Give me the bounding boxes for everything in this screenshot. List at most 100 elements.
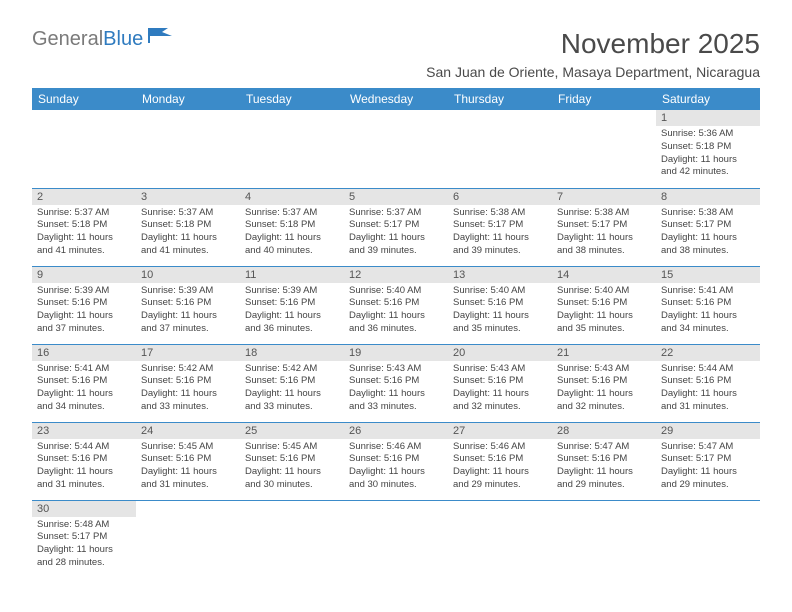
day-number: 24	[136, 423, 240, 439]
calendar-cell: 20Sunrise: 5:43 AMSunset: 5:16 PMDayligh…	[448, 344, 552, 422]
weekday-header: Thursday	[448, 88, 552, 110]
day-detail: Sunrise: 5:39 AMSunset: 5:16 PMDaylight:…	[240, 283, 344, 339]
day-detail: Sunrise: 5:42 AMSunset: 5:16 PMDaylight:…	[136, 361, 240, 417]
day-number: 23	[32, 423, 136, 439]
day-number: 22	[656, 345, 760, 361]
day-detail: Sunrise: 5:37 AMSunset: 5:18 PMDaylight:…	[32, 205, 136, 261]
day-number: 15	[656, 267, 760, 283]
day-number: 11	[240, 267, 344, 283]
header: GeneralBlue November 2025	[32, 28, 760, 60]
day-number: 21	[552, 345, 656, 361]
day-number: 29	[656, 423, 760, 439]
day-detail: Sunrise: 5:37 AMSunset: 5:18 PMDaylight:…	[240, 205, 344, 261]
calendar-cell	[448, 500, 552, 578]
day-detail: Sunrise: 5:44 AMSunset: 5:16 PMDaylight:…	[656, 361, 760, 417]
day-detail: Sunrise: 5:45 AMSunset: 5:16 PMDaylight:…	[240, 439, 344, 495]
day-number: 3	[136, 189, 240, 205]
day-detail: Sunrise: 5:42 AMSunset: 5:16 PMDaylight:…	[240, 361, 344, 417]
day-detail: Sunrise: 5:37 AMSunset: 5:17 PMDaylight:…	[344, 205, 448, 261]
calendar-cell	[240, 500, 344, 578]
calendar-cell: 25Sunrise: 5:45 AMSunset: 5:16 PMDayligh…	[240, 422, 344, 500]
day-detail: Sunrise: 5:40 AMSunset: 5:16 PMDaylight:…	[552, 283, 656, 339]
calendar-cell	[552, 500, 656, 578]
logo-text: GeneralBlue	[32, 29, 143, 49]
day-detail: Sunrise: 5:45 AMSunset: 5:16 PMDaylight:…	[136, 439, 240, 495]
calendar-cell: 10Sunrise: 5:39 AMSunset: 5:16 PMDayligh…	[136, 266, 240, 344]
logo-part2: Blue	[103, 28, 143, 50]
calendar-cell	[32, 110, 136, 188]
calendar-cell: 23Sunrise: 5:44 AMSunset: 5:16 PMDayligh…	[32, 422, 136, 500]
logo: GeneralBlue	[32, 28, 174, 49]
calendar-cell: 17Sunrise: 5:42 AMSunset: 5:16 PMDayligh…	[136, 344, 240, 422]
calendar-cell: 3Sunrise: 5:37 AMSunset: 5:18 PMDaylight…	[136, 188, 240, 266]
day-number: 20	[448, 345, 552, 361]
day-detail: Sunrise: 5:43 AMSunset: 5:16 PMDaylight:…	[448, 361, 552, 417]
day-number: 16	[32, 345, 136, 361]
day-detail: Sunrise: 5:43 AMSunset: 5:16 PMDaylight:…	[552, 361, 656, 417]
page-title: November 2025	[561, 28, 760, 60]
calendar-cell: 28Sunrise: 5:47 AMSunset: 5:16 PMDayligh…	[552, 422, 656, 500]
day-number: 17	[136, 345, 240, 361]
day-number: 26	[344, 423, 448, 439]
calendar-body: 1Sunrise: 5:36 AMSunset: 5:18 PMDaylight…	[32, 110, 760, 578]
day-detail: Sunrise: 5:41 AMSunset: 5:16 PMDaylight:…	[32, 361, 136, 417]
day-number: 10	[136, 267, 240, 283]
day-detail: Sunrise: 5:48 AMSunset: 5:17 PMDaylight:…	[32, 517, 136, 573]
day-number: 28	[552, 423, 656, 439]
calendar-table: SundayMondayTuesdayWednesdayThursdayFrid…	[32, 88, 760, 578]
weekday-header: Monday	[136, 88, 240, 110]
calendar-cell: 30Sunrise: 5:48 AMSunset: 5:17 PMDayligh…	[32, 500, 136, 578]
day-detail: Sunrise: 5:40 AMSunset: 5:16 PMDaylight:…	[448, 283, 552, 339]
calendar-cell	[136, 110, 240, 188]
calendar-cell: 9Sunrise: 5:39 AMSunset: 5:16 PMDaylight…	[32, 266, 136, 344]
calendar-cell	[344, 500, 448, 578]
calendar-cell: 22Sunrise: 5:44 AMSunset: 5:16 PMDayligh…	[656, 344, 760, 422]
calendar-cell: 1Sunrise: 5:36 AMSunset: 5:18 PMDaylight…	[656, 110, 760, 188]
calendar-cell: 19Sunrise: 5:43 AMSunset: 5:16 PMDayligh…	[344, 344, 448, 422]
day-number: 4	[240, 189, 344, 205]
calendar-cell: 13Sunrise: 5:40 AMSunset: 5:16 PMDayligh…	[448, 266, 552, 344]
calendar-cell: 24Sunrise: 5:45 AMSunset: 5:16 PMDayligh…	[136, 422, 240, 500]
day-detail: Sunrise: 5:37 AMSunset: 5:18 PMDaylight:…	[136, 205, 240, 261]
day-detail: Sunrise: 5:44 AMSunset: 5:16 PMDaylight:…	[32, 439, 136, 495]
calendar-cell: 15Sunrise: 5:41 AMSunset: 5:16 PMDayligh…	[656, 266, 760, 344]
day-number: 18	[240, 345, 344, 361]
day-detail: Sunrise: 5:38 AMSunset: 5:17 PMDaylight:…	[552, 205, 656, 261]
day-detail: Sunrise: 5:43 AMSunset: 5:16 PMDaylight:…	[344, 361, 448, 417]
calendar-cell	[240, 110, 344, 188]
calendar-cell: 26Sunrise: 5:46 AMSunset: 5:16 PMDayligh…	[344, 422, 448, 500]
day-number: 13	[448, 267, 552, 283]
day-number: 14	[552, 267, 656, 283]
weekday-header: Friday	[552, 88, 656, 110]
day-detail: Sunrise: 5:39 AMSunset: 5:16 PMDaylight:…	[136, 283, 240, 339]
calendar-cell	[656, 500, 760, 578]
day-number: 8	[656, 189, 760, 205]
flag-icon	[148, 26, 174, 49]
calendar-cell: 18Sunrise: 5:42 AMSunset: 5:16 PMDayligh…	[240, 344, 344, 422]
calendar-cell: 4Sunrise: 5:37 AMSunset: 5:18 PMDaylight…	[240, 188, 344, 266]
weekday-header: Tuesday	[240, 88, 344, 110]
day-detail: Sunrise: 5:46 AMSunset: 5:16 PMDaylight:…	[448, 439, 552, 495]
day-number: 25	[240, 423, 344, 439]
calendar-cell: 29Sunrise: 5:47 AMSunset: 5:17 PMDayligh…	[656, 422, 760, 500]
day-number: 6	[448, 189, 552, 205]
weekday-header: Wednesday	[344, 88, 448, 110]
day-number: 9	[32, 267, 136, 283]
calendar-cell: 5Sunrise: 5:37 AMSunset: 5:17 PMDaylight…	[344, 188, 448, 266]
calendar-cell	[448, 110, 552, 188]
day-number: 5	[344, 189, 448, 205]
day-detail: Sunrise: 5:47 AMSunset: 5:17 PMDaylight:…	[656, 439, 760, 495]
weekday-header: Sunday	[32, 88, 136, 110]
day-number: 1	[656, 110, 760, 126]
day-number: 12	[344, 267, 448, 283]
calendar-cell: 12Sunrise: 5:40 AMSunset: 5:16 PMDayligh…	[344, 266, 448, 344]
day-detail: Sunrise: 5:38 AMSunset: 5:17 PMDaylight:…	[448, 205, 552, 261]
calendar-cell: 11Sunrise: 5:39 AMSunset: 5:16 PMDayligh…	[240, 266, 344, 344]
day-detail: Sunrise: 5:47 AMSunset: 5:16 PMDaylight:…	[552, 439, 656, 495]
calendar-cell: 7Sunrise: 5:38 AMSunset: 5:17 PMDaylight…	[552, 188, 656, 266]
calendar-cell	[344, 110, 448, 188]
calendar-cell: 8Sunrise: 5:38 AMSunset: 5:17 PMDaylight…	[656, 188, 760, 266]
weekday-header: Saturday	[656, 88, 760, 110]
day-number: 2	[32, 189, 136, 205]
calendar-cell	[552, 110, 656, 188]
